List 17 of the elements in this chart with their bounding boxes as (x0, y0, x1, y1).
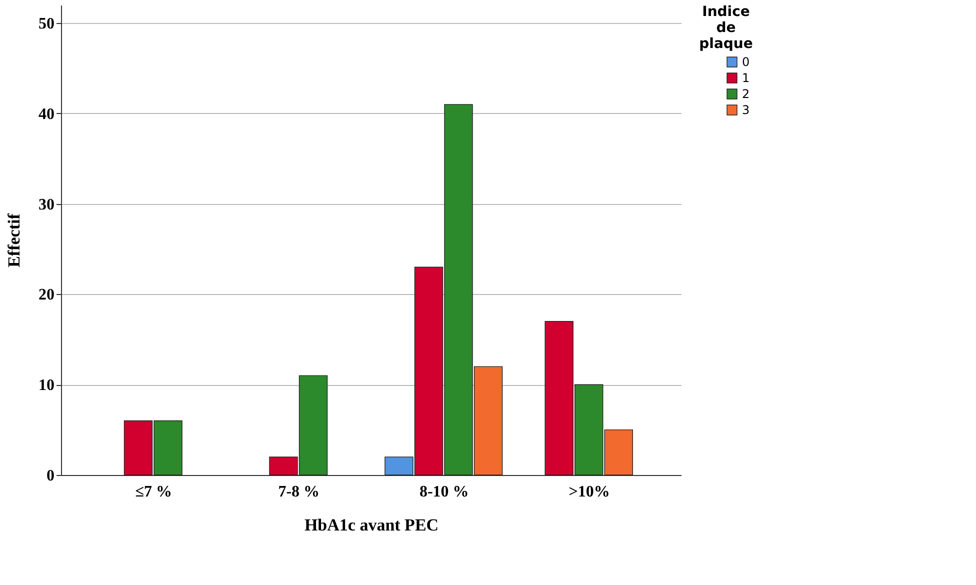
legend-label: 0 (742, 55, 750, 69)
legend-label: 3 (742, 103, 750, 117)
y-tick-label: 10 (38, 377, 54, 394)
legend-label: 2 (742, 87, 750, 101)
y-tick-label: 20 (38, 286, 54, 304)
y-tick-label: 50 (38, 16, 54, 33)
x-tick-label: ≤7 % (135, 484, 172, 500)
legend-title: Indice de plaque (699, 4, 753, 52)
x-tick-label: 8-10 % (419, 484, 469, 500)
legend-label: 1 (742, 71, 750, 85)
x-axis-title: HbA1c avant PEC (304, 516, 439, 534)
y-tick-label: 40 (38, 106, 54, 123)
x-tick-label: 7-8 % (278, 484, 320, 500)
x-tick-label: >10% (568, 484, 610, 500)
y-tick-label: 0 (46, 468, 54, 484)
y-tick-label: 30 (38, 196, 54, 214)
y-axis-title: Effectif (4, 213, 24, 268)
